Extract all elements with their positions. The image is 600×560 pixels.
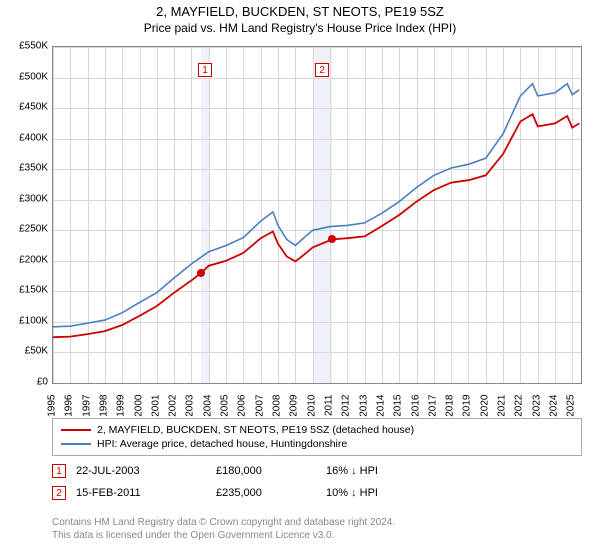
xtick-label: 2013: [358, 395, 369, 419]
legend-swatch: [61, 443, 91, 445]
ytick-label: £300K: [6, 193, 48, 204]
xtick-label: 2002: [168, 395, 179, 419]
xtick-label: 2020: [479, 395, 490, 419]
xtick-label: 2022: [514, 395, 525, 419]
ytick-label: £500K: [6, 71, 48, 82]
xtick-label: 2011: [323, 395, 334, 419]
legend-item: 2, MAYFIELD, BUCKDEN, ST NEOTS, PE19 5SZ…: [61, 423, 573, 437]
xtick-label: 2001: [150, 395, 161, 419]
footer-line: This data is licensed under the Open Gov…: [52, 529, 395, 542]
ytick-label: £200K: [6, 254, 48, 265]
ytick-label: £50K: [6, 346, 48, 357]
sale-date: 15-FEB-2011: [76, 487, 206, 499]
sale-pct: 16% ↓ HPI: [326, 465, 426, 477]
xtick-label: 1995: [47, 395, 58, 419]
xtick-label: 1999: [116, 395, 127, 419]
sale-dot: [197, 269, 205, 277]
xtick-label: 2017: [427, 395, 438, 419]
sale-price: £235,000: [216, 487, 316, 499]
table-row: 1 22-JUL-2003 £180,000 16% ↓ HPI: [52, 460, 582, 482]
series-line: [53, 84, 579, 327]
xtick-label: 2010: [306, 395, 317, 419]
xtick-label: 1996: [64, 395, 75, 419]
page-subtitle: Price paid vs. HM Land Registry's House …: [0, 19, 600, 35]
footer-line: Contains HM Land Registry data © Crown c…: [52, 516, 395, 529]
ytick-label: £0: [6, 377, 48, 388]
legend: 2, MAYFIELD, BUCKDEN, ST NEOTS, PE19 5SZ…: [52, 418, 582, 456]
xtick-label: 2007: [254, 395, 265, 419]
marker-badge: 1: [52, 464, 66, 478]
ytick-label: £450K: [6, 102, 48, 113]
ytick-label: £550K: [6, 41, 48, 52]
xtick-label: 2014: [375, 395, 386, 419]
chart-lines: [53, 47, 581, 383]
sales-table: 1 22-JUL-2003 £180,000 16% ↓ HPI 2 15-FE…: [52, 460, 582, 504]
page-title: 2, MAYFIELD, BUCKDEN, ST NEOTS, PE19 5SZ: [0, 0, 600, 19]
xtick-label: 1998: [98, 395, 109, 419]
xtick-label: 2021: [497, 395, 508, 419]
xtick-label: 2018: [445, 395, 456, 419]
marker-box: 2: [315, 63, 329, 77]
xtick-label: 2006: [237, 395, 248, 419]
ytick-label: £150K: [6, 285, 48, 296]
xtick-label: 2012: [341, 395, 352, 419]
ytick-label: £250K: [6, 224, 48, 235]
legend-label: 2, MAYFIELD, BUCKDEN, ST NEOTS, PE19 5SZ…: [97, 424, 414, 436]
xtick-label: 2009: [289, 395, 300, 419]
marker-box: 1: [198, 63, 212, 77]
xtick-label: 2008: [272, 395, 283, 419]
table-row: 2 15-FEB-2011 £235,000 10% ↓ HPI: [52, 482, 582, 504]
sale-price: £180,000: [216, 465, 316, 477]
xtick-label: 1997: [81, 395, 92, 419]
xtick-label: 2016: [410, 395, 421, 419]
series-line: [53, 114, 579, 337]
xtick-label: 2019: [462, 395, 473, 419]
xtick-label: 2015: [393, 395, 404, 419]
legend-swatch: [61, 429, 91, 431]
ytick-label: £350K: [6, 163, 48, 174]
xtick-label: 2004: [202, 395, 213, 419]
legend-item: HPI: Average price, detached house, Hunt…: [61, 437, 573, 451]
ytick-label: £400K: [6, 132, 48, 143]
footer: Contains HM Land Registry data © Crown c…: [52, 516, 395, 542]
legend-label: HPI: Average price, detached house, Hunt…: [97, 438, 347, 450]
xtick-label: 2023: [531, 395, 542, 419]
sale-date: 22-JUL-2003: [76, 465, 206, 477]
xtick-label: 2024: [549, 395, 560, 419]
xtick-label: 2025: [566, 395, 577, 419]
xtick-label: 2003: [185, 395, 196, 419]
xtick-label: 2005: [220, 395, 231, 419]
chart-area: 12: [52, 46, 582, 384]
sale-pct: 10% ↓ HPI: [326, 487, 426, 499]
ytick-label: £100K: [6, 315, 48, 326]
marker-badge: 2: [52, 486, 66, 500]
sale-dot: [328, 235, 336, 243]
xtick-label: 2000: [133, 395, 144, 419]
